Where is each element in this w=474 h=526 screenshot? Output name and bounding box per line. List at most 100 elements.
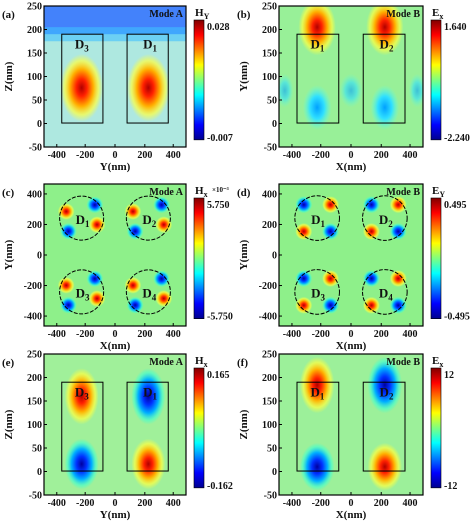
y-tick-label: 250 — [262, 2, 277, 13]
y-tick-label: -200 — [259, 281, 277, 292]
x-tick-label: 200 — [137, 498, 152, 509]
structure-label: D1 — [76, 212, 90, 229]
y-tick-label: 200 — [262, 220, 277, 231]
panel-tag: (b) — [237, 9, 251, 21]
field-map — [279, 184, 423, 326]
structure-label: D4 — [379, 286, 393, 303]
colorbar-exponent: ×10⁻³ — [212, 186, 229, 194]
panel-a: D3 D1 Mode A (a) -400 -200 0 200 400 250 200 150 100… — [2, 2, 233, 174]
colorbar — [430, 19, 442, 141]
x-tick-label: 400 — [403, 150, 418, 161]
panel-tag: (d) — [237, 187, 251, 199]
panel-f: D1 D2 Mode B (f) -400 -200 0 200 400 250 200 150 100… — [237, 350, 457, 522]
colorbar-field-label: Hx — [195, 185, 208, 199]
x-tick-label: 0 — [349, 329, 354, 340]
disk-outline-4 — [362, 269, 408, 315]
y-tick-label: 200 — [27, 220, 42, 231]
y-axis-label: Y(nm) — [238, 61, 250, 92]
colorbar — [193, 197, 205, 319]
x-tick-label: 200 — [137, 329, 152, 340]
colorbar — [430, 197, 442, 319]
x-tick-label: 200 — [374, 329, 389, 340]
field-map — [279, 6, 423, 147]
colorbar-max: 1.640 — [444, 22, 467, 33]
x-tick-label: -400 — [283, 498, 301, 509]
colorbar-field-label: EY — [432, 185, 445, 199]
structure-label: D3 — [76, 286, 90, 303]
colorbar-field-label: Ex — [432, 7, 443, 21]
colorbar-field-label: Hx — [195, 355, 208, 369]
x-tick-label: -200 — [76, 329, 94, 340]
x-tick-label: 0 — [349, 498, 354, 509]
x-axis-label: X(nm) — [336, 509, 367, 521]
structure-label: D1 — [310, 36, 324, 53]
field-map — [44, 184, 186, 326]
structure-label: D1 — [143, 384, 157, 401]
y-tick-label: -200 — [24, 281, 42, 292]
x-tick-label: 200 — [374, 150, 389, 161]
mode-label: Mode B — [386, 187, 420, 198]
dimer-outline-left — [61, 381, 104, 472]
y-tick-label: 250 — [262, 350, 277, 361]
mode-label: Mode A — [149, 357, 183, 368]
x-axis-label: X(nm) — [336, 161, 367, 173]
structure-label: D1 — [311, 212, 325, 229]
structure-label: D2 — [380, 36, 394, 53]
colorbar-min: -0.495 — [444, 312, 470, 323]
structure-label: D1 — [310, 384, 324, 401]
dimer-outline-right — [126, 33, 169, 124]
x-tick-label: 400 — [166, 150, 181, 161]
x-tick-label: -400 — [48, 150, 66, 161]
x-tick-label: 400 — [403, 329, 418, 340]
colorbar-field-label: HY — [195, 7, 210, 21]
mode-label: Mode A — [149, 9, 183, 20]
field-map — [44, 6, 186, 147]
x-tick-label: -200 — [76, 498, 94, 509]
y-tick-label: 200 — [27, 373, 42, 384]
y-tick-label: -400 — [24, 312, 42, 323]
y-tick-label: 200 — [27, 25, 42, 36]
dimer-outline-right — [126, 381, 169, 472]
y-tick-label: -50 — [264, 491, 277, 502]
x-tick-label: -200 — [312, 498, 330, 509]
y-tick-label: 0 — [37, 119, 42, 130]
x-axis-label: Y(nm) — [100, 161, 131, 173]
x-tick-label: 0 — [113, 329, 118, 340]
panel-tag: (a) — [2, 9, 15, 21]
x-tick-label: 400 — [166, 498, 181, 509]
disk-outline-1 — [59, 195, 105, 241]
x-tick-label: 400 — [403, 498, 418, 509]
x-tick-label: 400 — [166, 329, 181, 340]
disk-outline-4 — [125, 269, 171, 315]
x-tick-label: -400 — [48, 329, 66, 340]
y-tick-label: 150 — [27, 49, 42, 60]
y-tick-label: 100 — [27, 420, 42, 431]
y-tick-label: 150 — [27, 397, 42, 408]
panel-d: D1 D2 D3 D4 Mode B (d) -400 -200 0 200 400 400 200 0 -… — [237, 183, 470, 352]
x-axis-label: Y(nm) — [100, 509, 131, 521]
x-tick-label: 0 — [113, 498, 118, 509]
y-tick-label: 400 — [262, 189, 277, 200]
dimer-outline-left — [296, 381, 340, 472]
disk-outline-3 — [294, 269, 340, 315]
mode-label: Mode B — [386, 357, 420, 368]
y-tick-label: 150 — [262, 49, 277, 60]
y-tick-label: 100 — [262, 420, 277, 431]
y-tick-label: 250 — [27, 2, 42, 13]
disk-outline-1 — [294, 195, 340, 241]
y-axis-label: Z(nm) — [3, 61, 15, 91]
colorbar-min: -2.240 — [444, 133, 470, 144]
disk-outline-3 — [59, 269, 105, 315]
y-tick-label: 100 — [262, 72, 277, 83]
x-axis-label: X(nm) — [100, 340, 131, 352]
x-tick-label: -400 — [283, 150, 301, 161]
x-tick-label: 0 — [113, 150, 118, 161]
x-tick-label: 0 — [349, 150, 354, 161]
structure-label: D3 — [75, 384, 89, 401]
x-tick-label: -200 — [76, 150, 94, 161]
mode-label: Mode B — [386, 9, 420, 20]
panel-tag: (c) — [2, 187, 15, 199]
dimer-outline-right — [362, 33, 406, 124]
colorbar-max: 0.165 — [207, 370, 230, 381]
y-axis-label: Z(nm) — [238, 409, 250, 439]
